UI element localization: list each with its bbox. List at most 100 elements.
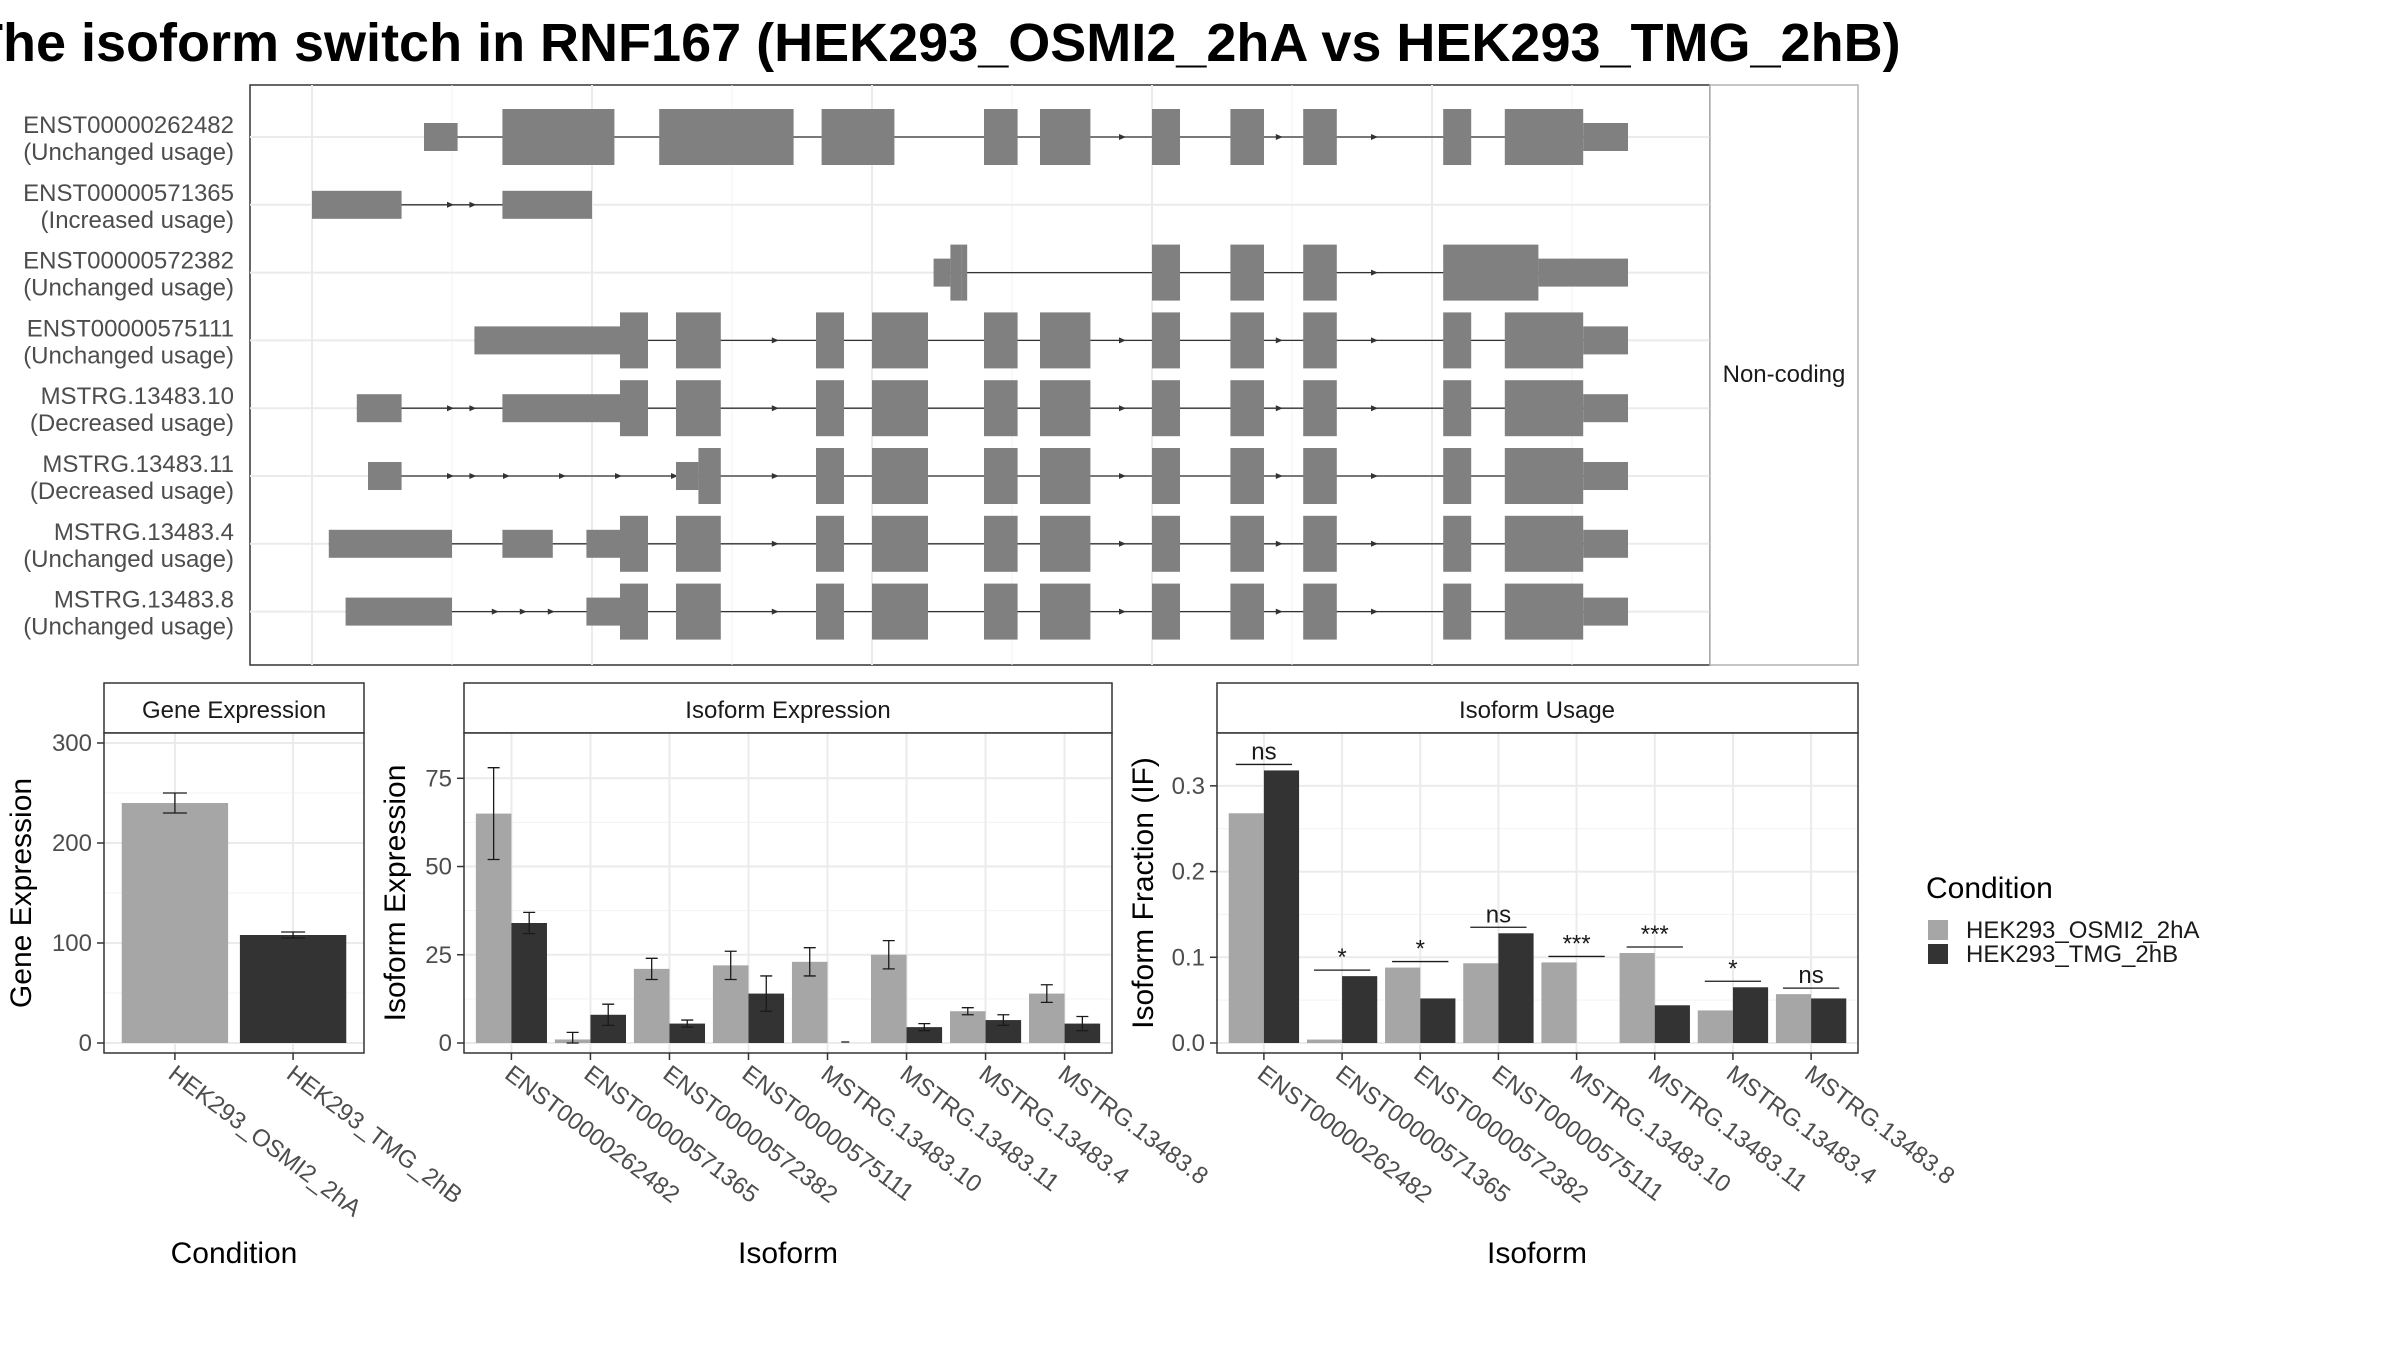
strand-arrow [469,405,477,412]
transcript-id-label: MSTRG.13483.10 [41,383,234,410]
strand-arrow [1275,337,1283,344]
coding-exon [1230,244,1264,301]
transcript-id-label: ENST00000572382 [23,248,234,275]
transcript-usage-label: (Decreased usage) [30,410,234,437]
noncoding-exon [1583,326,1628,355]
coding-exon [872,380,928,437]
coding-exon [1303,244,1337,301]
isoform-expression-bars [475,767,1101,1044]
transcript-MSTRG.13483.8 [345,583,1628,640]
significance-label: ns [1798,962,1823,989]
isoform-expression-xlabel: Isoform [738,1237,838,1270]
coding-exon [950,244,962,301]
strand-arrow [503,473,510,479]
figure-title-text: The isoform switch in RNF167 (HEK293_OSM… [0,13,1901,73]
significance-label: * [1337,944,1346,971]
coding-exon [1504,515,1584,572]
coding-exon [984,380,1018,437]
bar-HEK293_OSMI2_2hA-MSTRG.13483.8 [1775,994,1812,1043]
isoform-expression-strip-label: Isoform Expression [685,697,890,724]
coding-exon [620,515,648,572]
noncoding-exon [676,462,699,490]
y-tick-label: 0 [439,1030,452,1057]
transcript-id-label: ENST00000262482 [23,112,234,139]
bar-HEK293_OSMI2_2hA-MSTRG.13483.10 [1541,962,1577,1043]
coding-exon [984,583,1018,640]
coding-exon [872,515,928,572]
strand-arrow [1275,608,1283,615]
strand-arrow [615,473,622,479]
transcript-ENST00000575111 [474,312,1628,369]
y-tick-label: 300 [52,730,92,757]
coding-exon [1040,109,1091,165]
noncoding-exon [1583,597,1628,626]
error-bar [760,975,773,1012]
coding-exon [1152,244,1180,301]
strand-arrow [1371,134,1378,140]
isoform-structure-panel: ENST00000262482(Unchanged usage)ENST0000… [23,84,1859,666]
noncoding-exon [474,326,620,355]
transcript-usage-label: (Unchanged usage) [23,342,234,369]
significance-label: * [1416,936,1425,963]
isoform-usage-xlabel: Isoform [1487,1237,1587,1270]
transcript-ENST00000571365 [312,190,592,219]
bar-HEK293_TMG_2hB-MSTRG.13483.4 [985,1020,1022,1043]
error-bar [918,1022,931,1032]
noncoding-exon [586,597,620,626]
error-bar [602,1003,615,1026]
coding-exon [1040,380,1091,437]
y-tick-label: 0 [79,1030,92,1057]
transcript-id-label: MSTRG.13483.4 [54,519,234,546]
noncoding-exon [933,258,951,287]
bar-HEK293_TMG_2hB-ENST00000572382 [669,1023,706,1043]
strand-arrow [771,540,779,547]
error-bar [1040,984,1053,1004]
strand-arrow [447,201,454,208]
strand-arrow [1371,269,1378,276]
transcript-MSTRG.13483.10 [356,380,1628,437]
coding-exon [620,380,648,437]
transcript-MSTRG.13483.11 [368,448,1628,504]
coding-exon [984,109,1018,165]
noncoding-exon [424,123,458,151]
bar-HEK293_TMG_2hB-MSTRG.13483.8 [1811,998,1847,1043]
error-bar [681,1019,694,1028]
transcript-usage-label: (Unchanged usage) [23,139,234,166]
legend-label-tmg: HEK293_TMG_2hB [1966,941,2178,968]
bar-HEK293_OSMI2_2hA [121,803,229,1043]
figure-title: The isoform switch in RNF167 (HEK293_OSM… [0,8,2400,78]
transcript-ENST00000572382 [933,244,1628,301]
noncoding-exon [502,394,620,423]
bar-HEK293_TMG_2hB [239,935,347,1043]
coding-exon [984,515,1018,572]
coding-exon [1443,312,1472,369]
coding-exon [1443,380,1472,437]
error-bar [961,1007,974,1016]
strand-arrow [1119,337,1126,344]
strand-arrow [1275,134,1283,140]
coding-exon [1152,380,1180,437]
x-tick-label: HEK293_OSMI2_2hA [163,1060,366,1222]
error-bar [1076,1015,1089,1032]
strand-arrow [1119,134,1126,140]
error-bar [645,957,658,981]
bar-HEK293_TMG_2hB-MSTRG.13483.11 [1654,1005,1690,1043]
coding-exon [1040,448,1091,504]
isoform-expression-ylabel: Isoform Expression [379,765,412,1022]
strand-arrow [1119,608,1126,615]
bar-HEK293_OSMI2_2hA-ENST00000575111 [1463,963,1499,1043]
strand-arrow [469,473,477,479]
coding-exon [961,244,968,301]
transcript-id-label: ENST00000575111 [27,315,234,342]
coding-exon [1504,380,1584,437]
y-tick-label: 100 [52,930,92,957]
y-tick-label: 0.2 [1172,859,1205,886]
noncoding-exon [1583,529,1628,558]
noncoding-exon [1583,123,1628,151]
transcript-MSTRG.13483.4 [328,515,1628,572]
legend-swatch-osmi [1928,920,1948,940]
significance-label: ns [1486,901,1511,928]
significance-label: * [1728,955,1737,982]
error-bar [523,911,536,935]
bar-HEK293_TMG_2hB-ENST00000571365 [1342,976,1378,1043]
